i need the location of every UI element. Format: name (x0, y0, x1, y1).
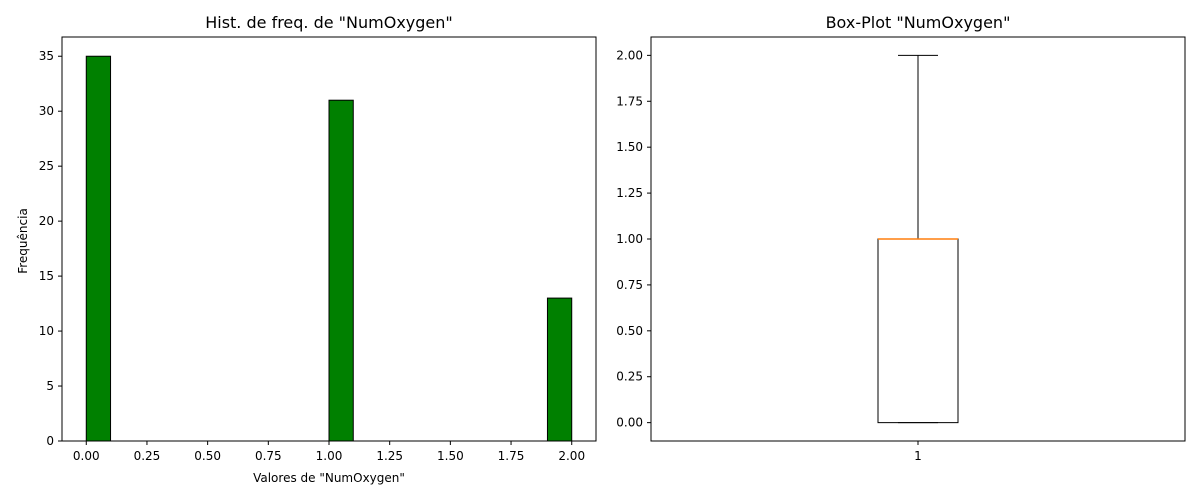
histogram-bar-0 (85, 55, 112, 442)
boxplot-x-ticks: 1 (914, 441, 922, 463)
histogram-y-tick-label: 0 (46, 434, 54, 448)
histogram-panel: Hist. de freq. de "NumOxygen" 0.00 0.25 0.… (16, 13, 597, 485)
boxplot-y-tick-label: 0.50 (616, 324, 643, 338)
boxplot-x-tick-label: 1 (914, 449, 922, 463)
histogram-x-tick-label: 0.00 (73, 449, 100, 463)
boxplot-marks (877, 54, 959, 424)
histogram-x-tick-label: 1.25 (376, 449, 403, 463)
histogram-x-tick-label: 0.75 (255, 449, 282, 463)
histogram-x-tick-label: 1.00 (316, 449, 343, 463)
boxplot-title: Box-Plot "NumOxygen" (826, 13, 1011, 32)
boxplot-y-tick-label: 0.75 (616, 278, 643, 292)
histogram-x-tick-label: 0.25 (134, 449, 161, 463)
histogram-y-tick-label: 15 (39, 269, 54, 283)
histogram-y-tick-label: 30 (39, 104, 54, 118)
boxplot-y-tick-label: 1.00 (616, 232, 643, 246)
boxplot-y-tick-label: 0.00 (616, 416, 643, 430)
histogram-bar-2 (546, 297, 573, 442)
boxplot-y-tick-label: 1.25 (616, 186, 643, 200)
histogram-y-tick-label: 25 (39, 159, 54, 173)
boxplot-y-ticks: 0.00 0.25 0.50 0.75 1.00 1.25 1.50 1.75 2.00 (616, 48, 651, 430)
histogram-y-axis-label: Frequência (16, 208, 30, 274)
histogram-x-tick-label: 1.75 (498, 449, 525, 463)
histogram-y-tick-label: 5 (46, 379, 54, 393)
histogram-x-axis-label: Valores de "NumOxygen" (253, 471, 405, 485)
boxplot-plot-frame (650, 36, 1186, 442)
histogram-y-tick-label: 10 (39, 324, 54, 338)
histogram-x-tick-label: 0.50 (194, 449, 221, 463)
histogram-title: Hist. de freq. de "NumOxygen" (205, 13, 453, 32)
boxplot-box (877, 238, 959, 424)
boxplot-y-tick-label: 2.00 (616, 48, 643, 62)
boxplot-y-tick-label: 0.25 (616, 370, 643, 384)
histogram-y-tick-label: 20 (39, 214, 54, 228)
histogram-y-ticks: 0 5 10 15 20 25 30 35 (39, 49, 62, 448)
boxplot-panel: Box-Plot "NumOxygen" 1 0.00 0.25 0.50 0.75 1… (616, 13, 1186, 463)
histogram-bar-1 (328, 99, 354, 442)
histogram-bars (85, 55, 573, 442)
histogram-x-tick-label: 2.00 (558, 449, 585, 463)
histogram-y-tick-label: 35 (39, 49, 54, 63)
histogram-plot-frame (61, 36, 597, 442)
histogram-x-tick-label: 1.50 (437, 449, 464, 463)
histogram-x-ticks: 0.00 0.25 0.50 0.75 1.00 1.25 1.50 1.75 2.00 (73, 441, 585, 463)
boxplot-y-tick-label: 1.50 (616, 140, 643, 154)
boxplot-y-tick-label: 1.75 (616, 94, 643, 108)
